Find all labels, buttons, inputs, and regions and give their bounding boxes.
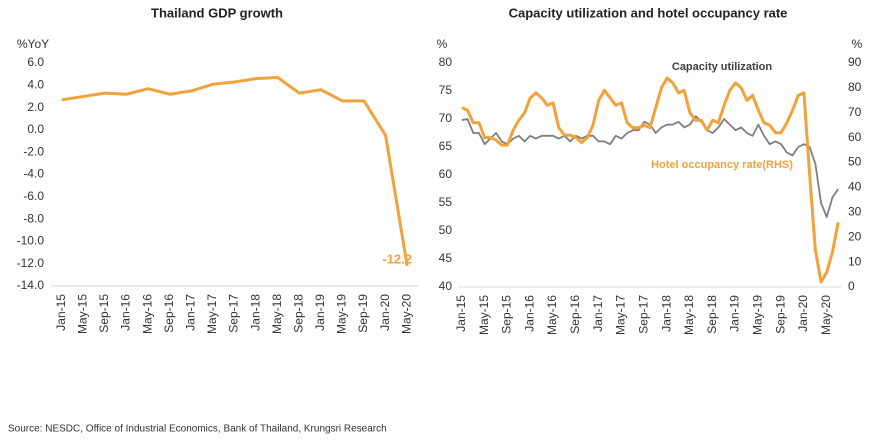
x-tick-label: Jan-18 xyxy=(248,294,262,331)
y-axis-label: %YoY xyxy=(17,37,49,51)
y2-tick-label: 30 xyxy=(848,205,862,219)
y-axis-label: % xyxy=(437,37,448,51)
y-tick-label: -4.0 xyxy=(23,167,44,181)
x-tick-label: May-20 xyxy=(399,294,413,334)
y-tick-label: -12.0 xyxy=(17,256,45,270)
y-tick-label: -6.0 xyxy=(23,189,44,203)
y2-tick-label: 70 xyxy=(848,105,862,119)
source-note: Source: NESDC, Office of Industrial Econ… xyxy=(8,424,387,435)
x-tick-label: Jan-20 xyxy=(378,294,392,331)
x-tick-label: May-16 xyxy=(140,294,154,334)
y-tick-label: 65 xyxy=(439,139,453,153)
y-tick-label: 0.0 xyxy=(27,122,44,136)
x-tick-label: Sep-17 xyxy=(636,295,650,334)
chart-title: Capacity utilization and hotel occupancy… xyxy=(509,5,788,20)
x-tick-label: Jan-20 xyxy=(796,295,810,332)
x-tick-label: Sep-16 xyxy=(568,295,582,334)
y-tick-label: 70 xyxy=(439,111,453,125)
y2-tick-label: 60 xyxy=(848,130,862,144)
y2-tick-label: 80 xyxy=(848,80,862,94)
x-tick-label: Jan-19 xyxy=(313,294,327,331)
x-tick-label: May-15 xyxy=(477,295,491,335)
data-line xyxy=(61,76,409,267)
y-tick-label: 50 xyxy=(439,223,453,237)
legend-label: Capacity utilization xyxy=(672,61,773,73)
x-tick-label: May-18 xyxy=(270,294,284,334)
y2-tick-label: 50 xyxy=(848,155,862,169)
y2-tick-label: 20 xyxy=(848,229,862,243)
data-line xyxy=(461,76,840,284)
x-tick-label: May-19 xyxy=(335,294,349,334)
y-tick-label: 45 xyxy=(439,251,453,265)
x-tick-label: May-18 xyxy=(682,295,696,335)
x-tick-label: May-15 xyxy=(76,294,90,334)
x-tick-label: Sep-16 xyxy=(162,294,176,333)
x-tick-label: May-19 xyxy=(751,295,765,335)
x-tick-label: Jan-16 xyxy=(522,295,536,332)
x-tick-label: Jan-18 xyxy=(659,295,673,332)
y2-tick-label: 10 xyxy=(848,254,862,268)
x-tick-label: Jan-19 xyxy=(728,295,742,332)
x-tick-label: Jan-15 xyxy=(454,295,468,332)
x-tick-label: Sep-19 xyxy=(356,294,370,333)
y-tick-label: 55 xyxy=(439,195,453,209)
y-tick-label: 2.0 xyxy=(27,100,44,114)
x-tick-label: Sep-15 xyxy=(500,295,514,334)
x-tick-label: Jan-17 xyxy=(591,295,605,332)
y2-tick-label: 90 xyxy=(848,55,862,69)
x-tick-label: May-20 xyxy=(819,295,833,335)
y2-tick-label: 40 xyxy=(848,180,862,194)
x-tick-label: Sep-17 xyxy=(227,294,241,333)
chart-title: Thailand GDP growth xyxy=(151,5,283,20)
x-tick-label: Jan-15 xyxy=(54,294,68,331)
y-tick-label: 40 xyxy=(439,279,453,293)
y2-tick-label: 0 xyxy=(848,279,855,293)
x-tick-label: Jan-16 xyxy=(119,294,133,331)
x-tick-label: Jan-17 xyxy=(183,294,197,331)
x-tick-label: Sep-15 xyxy=(97,294,111,333)
x-tick-label: Sep-18 xyxy=(291,294,305,333)
x-tick-label: Sep-18 xyxy=(705,295,719,334)
data-label: -12.2 xyxy=(382,251,412,266)
legend-label: Hotel occupancy rate(RHS) xyxy=(651,159,793,171)
y-tick-label: 6.0 xyxy=(27,55,44,69)
y-tick-label: 4.0 xyxy=(27,77,44,91)
x-tick-label: May-17 xyxy=(614,295,628,335)
y-tick-label: 80 xyxy=(439,55,453,69)
y-tick-label: -14.0 xyxy=(17,278,45,292)
x-tick-label: May-16 xyxy=(545,295,559,335)
y-tick-label: -10.0 xyxy=(17,234,45,248)
y2-axis-label: % xyxy=(852,37,863,51)
y-tick-label: 60 xyxy=(439,167,453,181)
y-tick-label: 75 xyxy=(439,83,453,97)
y-tick-label: -2.0 xyxy=(23,144,44,158)
x-tick-label: Sep-19 xyxy=(773,295,787,334)
x-tick-label: May-17 xyxy=(205,294,219,334)
y-tick-label: -8.0 xyxy=(23,211,44,225)
